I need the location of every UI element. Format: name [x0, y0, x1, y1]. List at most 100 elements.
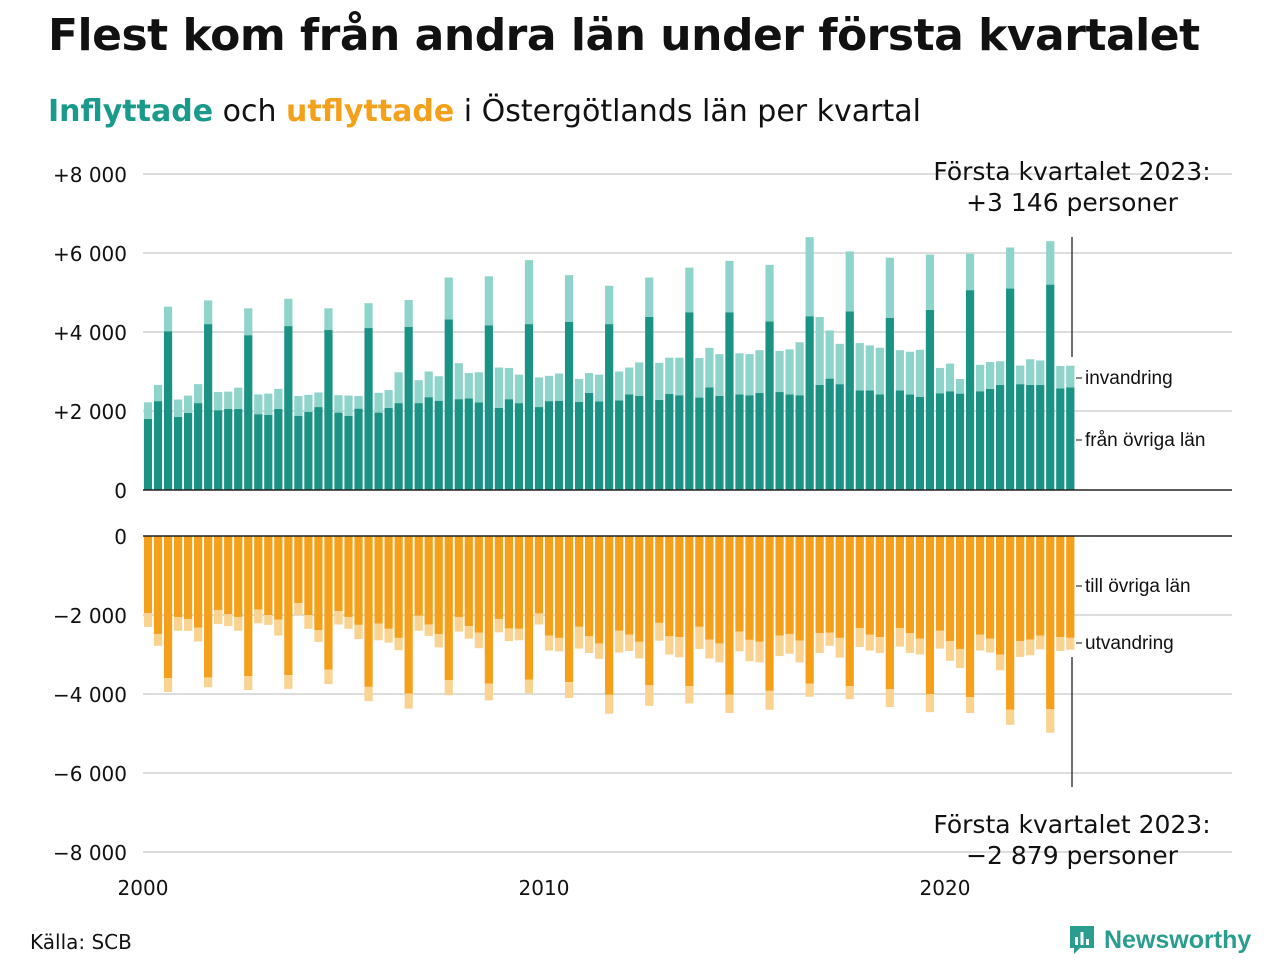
- bar-utvandring: [514, 628, 524, 641]
- bar-invandring: [244, 308, 253, 336]
- bar-invandring: [635, 362, 644, 396]
- bar-invandring: [414, 380, 423, 404]
- bar-invandring: [434, 376, 443, 401]
- bar-from-other-lan: [725, 312, 734, 490]
- bar-utvandring: [805, 683, 814, 697]
- bar-to-other-lan: [214, 536, 223, 611]
- bar-from-other-lan: [304, 411, 313, 490]
- bar-from-other-lan: [163, 331, 173, 490]
- bar-utvandring: [825, 632, 834, 646]
- bar-to-other-lan: [595, 536, 604, 644]
- bar-from-other-lan: [324, 330, 333, 490]
- bar-invandring: [424, 371, 433, 398]
- bar-to-other-lan: [945, 536, 955, 642]
- bar-invandring: [234, 387, 243, 410]
- bar-utvandring: [865, 634, 874, 651]
- series-label-from-other: från övriga län: [1085, 430, 1205, 451]
- bar-utvandring: [484, 683, 493, 701]
- bar-to-other-lan: [615, 536, 624, 631]
- bar-to-other-lan: [224, 536, 233, 615]
- bar-invandring: [204, 300, 213, 325]
- bar-utvandring: [935, 630, 945, 649]
- bar-to-other-lan: [735, 536, 744, 632]
- bar-invandring: [685, 267, 694, 313]
- bar-utvandring: [635, 641, 644, 659]
- bar-from-other-lan: [905, 394, 914, 490]
- bar-invandring: [825, 330, 834, 379]
- bar-from-other-lan: [615, 400, 624, 490]
- bar-to-other-lan: [254, 536, 263, 610]
- bar-from-other-lan: [925, 309, 935, 490]
- bar-from-other-lan: [645, 316, 654, 490]
- bar-invandring: [775, 350, 784, 393]
- bar-to-other-lan: [534, 536, 544, 614]
- bar-from-other-lan: [1056, 388, 1065, 490]
- bar-invandring: [725, 260, 734, 313]
- bar-from-other-lan: [194, 403, 203, 490]
- bar-from-other-lan: [173, 416, 183, 490]
- bar-to-other-lan: [875, 536, 884, 638]
- bar-utvandring: [544, 635, 554, 651]
- bar-from-other-lan: [875, 394, 884, 490]
- bar-utvandring: [324, 669, 333, 685]
- bar-from-other-lan: [544, 401, 554, 490]
- bar-from-other-lan: [264, 414, 273, 490]
- bar-to-other-lan: [404, 536, 413, 694]
- top-annotation-line1: Första kvartalet 2023:: [933, 157, 1210, 186]
- bar-from-other-lan: [464, 398, 473, 490]
- bar-invandring: [494, 367, 503, 408]
- bar-to-other-lan: [965, 536, 975, 698]
- bar-invandring: [895, 350, 904, 391]
- bar-invandring: [304, 394, 313, 412]
- bar-invandring: [554, 373, 564, 401]
- top-panel-bars: [143, 237, 1075, 490]
- xtick-label-2000: 2000: [118, 876, 169, 900]
- bar-invandring: [1036, 360, 1045, 385]
- bar-to-other-lan: [795, 536, 804, 641]
- bar-invandring: [645, 277, 654, 317]
- subtitle-middle: och: [213, 94, 286, 129]
- bar-utvandring: [143, 613, 153, 627]
- bar-to-other-lan: [805, 536, 814, 684]
- bar-invandring: [1006, 247, 1015, 289]
- bar-utvandring: [645, 685, 654, 706]
- bar-utvandring: [845, 686, 854, 700]
- bar-to-other-lan: [304, 536, 313, 615]
- bar-from-other-lan: [955, 393, 965, 490]
- bar-from-other-lan: [705, 387, 714, 490]
- bar-invandring: [474, 372, 483, 403]
- bar-from-other-lan: [184, 412, 193, 490]
- top-ytick-label: +6 000: [53, 242, 127, 266]
- bar-to-other-lan: [855, 536, 864, 629]
- bar-to-other-lan: [895, 536, 904, 629]
- bar-utvandring: [785, 633, 794, 654]
- bar-from-other-lan: [935, 393, 945, 490]
- bar-utvandring: [274, 619, 283, 636]
- bar-to-other-lan: [574, 536, 584, 627]
- bar-utvandring: [835, 637, 844, 658]
- bar-to-other-lan: [344, 536, 353, 617]
- bar-utvandring: [1016, 641, 1025, 657]
- subtitle-utflyttade: utflyttade: [286, 94, 455, 129]
- bar-from-other-lan: [996, 384, 1005, 490]
- bar-utvandring: [224, 614, 233, 627]
- bar-utvandring: [464, 626, 473, 639]
- bar-to-other-lan: [865, 536, 874, 635]
- bar-utvandring: [885, 689, 894, 708]
- bar-to-other-lan: [324, 536, 333, 670]
- bar-to-other-lan: [244, 536, 253, 677]
- bar-from-other-lan: [494, 407, 503, 490]
- bar-invandring: [454, 363, 463, 400]
- bar-to-other-lan: [264, 536, 273, 615]
- bar-from-other-lan: [334, 412, 343, 490]
- bar-utvandring: [795, 640, 804, 663]
- bar-from-other-lan: [865, 390, 874, 490]
- bar-from-other-lan: [394, 403, 403, 490]
- bar-utvandring: [615, 630, 624, 653]
- bar-to-other-lan: [885, 536, 894, 690]
- bar-utvandring: [414, 615, 423, 631]
- bar-invandring: [885, 257, 894, 318]
- bottom-panel-bars: [143, 536, 1075, 733]
- bar-invandring: [615, 371, 624, 401]
- bar-utvandring: [755, 641, 764, 663]
